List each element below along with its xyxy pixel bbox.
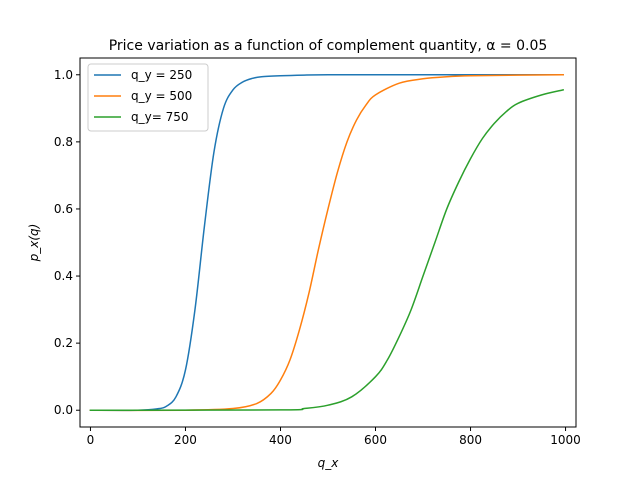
x-tick-label: 200 <box>174 433 197 447</box>
plot-area-frame <box>79 57 577 428</box>
series-line-2 <box>89 74 564 412</box>
legend-box <box>87 63 209 132</box>
y-tick-label: 0.6 <box>54 202 73 216</box>
x-tick-label: 1000 <box>550 433 581 447</box>
legend-entries: q_y = 250 q_y = 500 q_y= 750 <box>94 68 192 124</box>
legend-label-1: q_y = 250 <box>131 68 192 82</box>
series-line-3 <box>89 88 565 411</box>
y-axis-ticks: 0.0 0.2 0.4 0.6 0.8 1.0 <box>54 68 80 417</box>
x-tick-label: 0 <box>87 433 95 447</box>
x-axis-ticks: 0 200 400 600 800 1000 <box>87 427 581 447</box>
series-layer <box>89 73 565 412</box>
legend: q_y = 250 q_y = 500 q_y= 750 <box>87 63 209 132</box>
x-tick-label: 600 <box>364 433 387 447</box>
y-tick-label: 0.8 <box>54 135 73 149</box>
x-tick-label: 400 <box>269 433 292 447</box>
x-tick-label: 800 <box>459 433 482 447</box>
y-tick-label: 1.0 <box>54 68 73 82</box>
x-axis-label: q_x <box>318 456 340 470</box>
legend-label-2: q_y = 500 <box>131 89 192 103</box>
y-axis-label: p_x(q) <box>27 224 41 263</box>
y-tick-label: 0.2 <box>54 336 73 350</box>
chart-title: Price variation as a function of complem… <box>109 38 548 54</box>
legend-label-3: q_y= 750 <box>131 110 189 124</box>
y-tick-label: 0.0 <box>54 403 73 417</box>
series-line-1 <box>89 73 564 412</box>
y-tick-label: 0.4 <box>54 269 73 283</box>
